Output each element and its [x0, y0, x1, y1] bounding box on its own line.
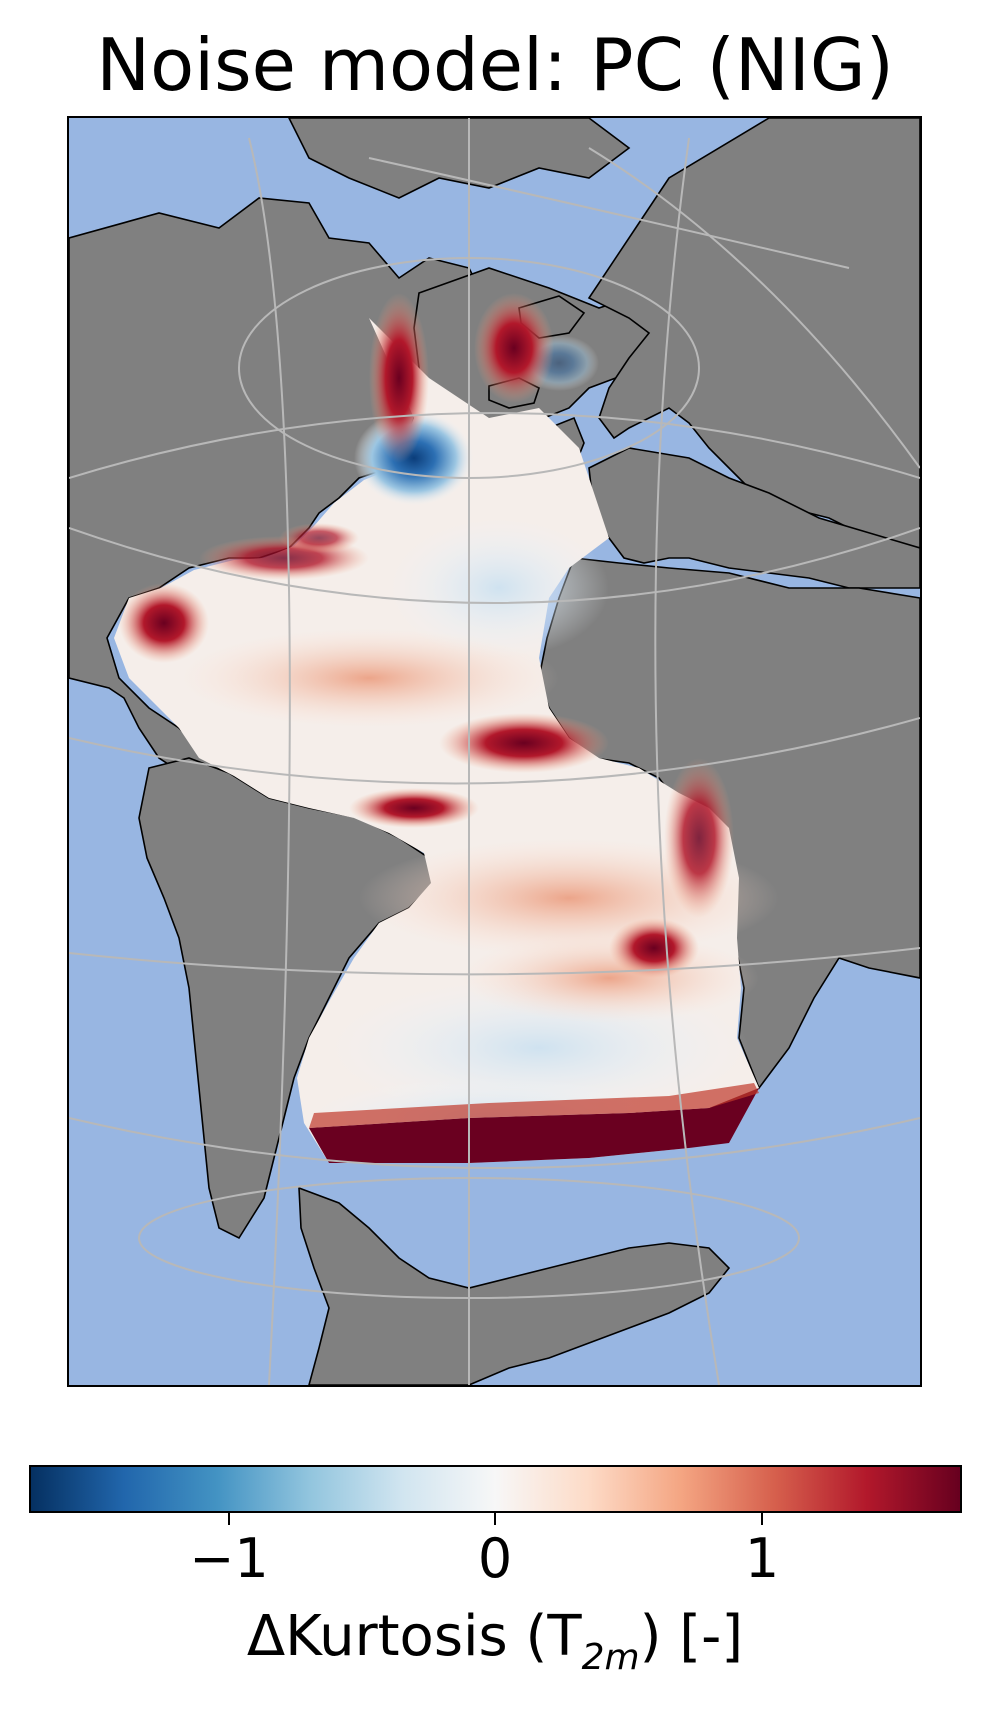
land-arctic-top — [288, 118, 631, 199]
red-band-southern-ocean — [309, 1088, 759, 1163]
kurtosis-field — [114, 293, 779, 1163]
colorbar-tick-label-0: 0 — [477, 1527, 513, 1590]
map-canvas — [69, 118, 920, 1385]
red-anomaly-benguela — [664, 758, 734, 918]
red-anomaly-baffin — [369, 293, 429, 463]
colorbar-tick-0 — [494, 1513, 496, 1525]
colorbar-tick-neg1 — [228, 1513, 230, 1525]
red-anomaly-norwegian — [474, 293, 554, 403]
colorbar — [29, 1465, 962, 1513]
land-eurasia-north — [587, 118, 920, 549]
red-anomaly-south — [609, 918, 699, 978]
red-band-southern-edge — [309, 1083, 759, 1128]
pale-blue-mid — [389, 518, 609, 658]
colorbar-label-main: ΔKurtosis (T — [246, 1604, 582, 1669]
red-anomaly-guinea — [439, 713, 609, 773]
colorbar-tick-label-1: 1 — [744, 1527, 780, 1590]
colorbar-tick-1 — [761, 1513, 763, 1525]
land-antarctica — [298, 1186, 731, 1385]
red-anomaly-us-coast — [279, 523, 359, 553]
map-title: Noise model: PC (NIG) — [96, 23, 894, 107]
red-anomaly-gulf — [119, 583, 209, 663]
colorbar-label-subscript: 2m — [581, 1637, 640, 1678]
pale-red-mid — [179, 628, 559, 728]
map-panel — [67, 116, 922, 1387]
land-europe — [588, 447, 920, 589]
pale-red-sa — [459, 933, 759, 1023]
colorbar-tick-label-neg1: −1 — [189, 1527, 269, 1590]
red-anomaly-equator — [349, 788, 479, 828]
colorbar-label-tail: ) [-] — [639, 1604, 744, 1669]
colorbar-label: ΔKurtosis (T2m) [-] — [0, 1602, 990, 1693]
graticule — [69, 118, 920, 1385]
